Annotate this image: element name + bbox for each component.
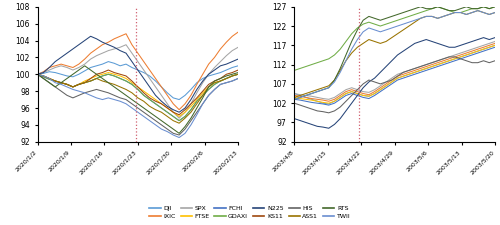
Legend: DJI, IXIC, SPX, FTSE, FCHI, GDAXI, N225, KS11, HIS, ASS1, RTS, TWII: DJI, IXIC, SPX, FTSE, FCHI, GDAXI, N225,… xyxy=(147,203,353,222)
